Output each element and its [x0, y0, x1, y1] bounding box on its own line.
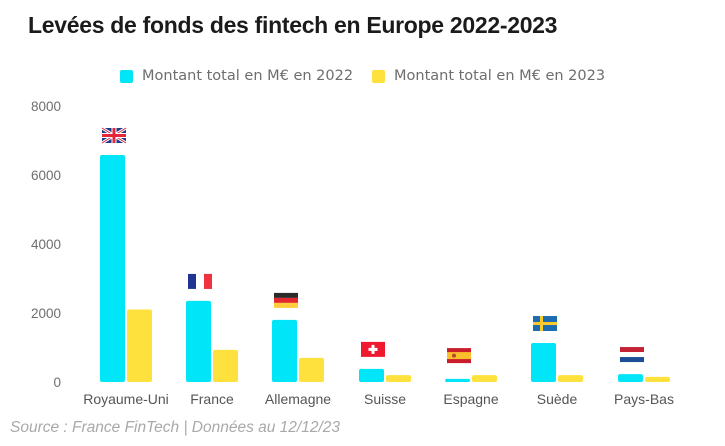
- bar-2023-suède: [558, 375, 583, 382]
- x-tick-label: Suisse: [364, 391, 406, 407]
- x-tick-label: Pays-Bas: [614, 391, 674, 407]
- y-tick-label: 6000: [31, 168, 61, 183]
- bar-2023-pays-bas: [645, 376, 670, 382]
- bar-2023-suisse: [386, 375, 411, 382]
- legend-item-2022[interactable]: Montant total en M€ en 2022: [120, 68, 353, 84]
- legend-label-2022: Montant total en M€ en 2022: [142, 68, 354, 84]
- bar-2022-suisse: [359, 368, 384, 382]
- legend-item-2023[interactable]: Montant total en M€ en 2023: [372, 68, 605, 84]
- x-tick-label: France: [190, 391, 234, 407]
- y-tick-label: 2000: [31, 306, 61, 321]
- bar-2022-allemagne: [272, 319, 297, 382]
- x-tick-label: Espagne: [443, 391, 498, 407]
- bar-2022-espagne: [445, 378, 470, 382]
- netherlands-flag-icon: [620, 347, 644, 363]
- x-tick-label: Allemagne: [265, 391, 331, 407]
- legend-swatch-2022: [120, 69, 133, 83]
- x-tick-label: Suède: [537, 391, 578, 407]
- legend-swatch-2023: [372, 69, 385, 83]
- bar-2023-royaume-uni: [127, 309, 152, 382]
- bar-2022-france: [186, 300, 211, 382]
- bar-2023-france: [213, 349, 238, 382]
- y-tick-label: 8000: [31, 99, 61, 114]
- switzerland-flag-icon: [361, 341, 385, 357]
- bar-2022-suède: [531, 343, 556, 382]
- bar-2022-pays-bas: [618, 374, 643, 382]
- bar-2023-espagne: [472, 375, 497, 382]
- spain-flag-icon: [447, 348, 471, 364]
- uk-flag-icon: [101, 126, 127, 145]
- bar-2023-allemagne: [299, 357, 324, 382]
- x-tick-label: Royaume-Uni: [83, 391, 169, 407]
- germany-flag-icon: [274, 292, 298, 308]
- legend-label-2023: Montant total en M€ en 2023: [394, 68, 606, 84]
- chart-title: Levées de fonds des fintech en Europe 20…: [28, 12, 558, 38]
- bar-2022-royaume-uni: [100, 154, 125, 382]
- y-tick-label: 0: [53, 375, 61, 390]
- y-tick-label: 4000: [31, 237, 61, 252]
- france-flag-icon: [188, 273, 212, 289]
- sweden-flag-icon: [533, 316, 557, 332]
- source-note: Source : France FinTech | Données au 12/…: [10, 419, 341, 436]
